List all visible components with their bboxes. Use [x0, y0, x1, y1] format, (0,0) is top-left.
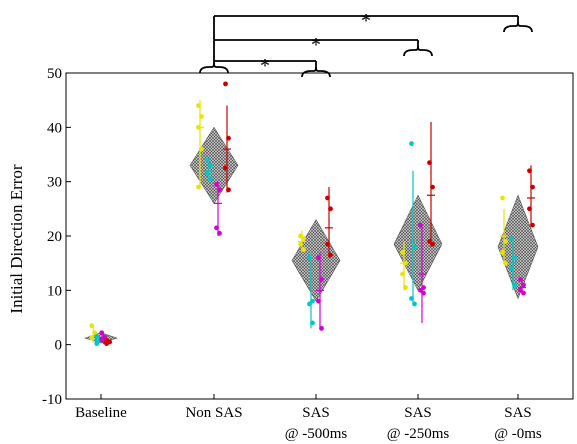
data-point [521, 283, 526, 288]
y-axis-label: Initial Direction Error [7, 164, 26, 314]
data-point [319, 277, 324, 282]
x-tick-label: @ -250ms [387, 426, 450, 442]
data-point [226, 136, 231, 141]
data-point [223, 166, 228, 171]
x-tick-label: @ -500ms [285, 426, 348, 442]
data-point [430, 242, 435, 247]
data-point [205, 158, 210, 163]
data-point [226, 187, 231, 192]
data-point [196, 125, 201, 130]
data-point [94, 341, 99, 346]
y-tick-label: 50 [47, 66, 62, 82]
data-point [409, 141, 414, 146]
data-point [310, 321, 315, 326]
summary-diamond [394, 195, 442, 290]
data-marks [89, 81, 535, 346]
data-point [512, 283, 517, 288]
data-point [217, 187, 222, 192]
y-tick-label: 10 [47, 283, 62, 299]
x-tick-label: SAS [302, 405, 330, 421]
data-point [412, 302, 417, 307]
y-tick-label: 0 [55, 338, 63, 354]
data-point [301, 247, 306, 252]
data-point [409, 296, 414, 301]
x-axis: Baseline Non SAS SAS @ -500ms SAS @ -250ms SAS… [75, 394, 542, 442]
significance-star: * [311, 34, 321, 56]
data-point [500, 250, 505, 255]
data-point [403, 261, 408, 266]
significance-brackets: * * * [200, 10, 532, 77]
data-point [430, 185, 435, 190]
data-point [223, 81, 228, 86]
data-point [199, 114, 204, 119]
significance-star: * [361, 10, 371, 32]
data-point [530, 223, 535, 228]
data-point [421, 291, 426, 296]
y-tick-label: 30 [47, 175, 62, 191]
x-tick-label: Baseline [75, 405, 127, 421]
data-point [325, 242, 330, 247]
y-tick-label: -10 [42, 392, 62, 408]
data-point [412, 244, 417, 249]
data-point [427, 160, 432, 165]
data-point [503, 239, 508, 244]
data-point [509, 236, 514, 241]
data-point [208, 163, 213, 168]
summary-diamond [292, 220, 340, 302]
significance-star: * [260, 55, 270, 77]
data-point [316, 255, 321, 260]
data-point [307, 302, 312, 307]
x-tick-label: SAS [504, 405, 532, 421]
data-point [196, 103, 201, 108]
data-point [301, 236, 306, 241]
data-point [328, 206, 333, 211]
data-point [214, 182, 219, 187]
data-point [400, 272, 405, 277]
data-point [400, 250, 405, 255]
data-point [196, 185, 201, 190]
data-point [298, 242, 303, 247]
y-tick-label: 20 [47, 229, 62, 245]
data-point [199, 147, 204, 152]
data-point [217, 231, 222, 236]
data-point [89, 323, 94, 328]
data-point [328, 253, 333, 258]
data-point [104, 341, 109, 346]
data-point [214, 225, 219, 230]
data-point [500, 196, 505, 201]
x-tick-label: SAS [404, 405, 432, 421]
data-point [319, 326, 324, 331]
data-point [94, 334, 99, 339]
y-axis: -10 0 10 20 30 40 50 [42, 66, 71, 408]
data-point [208, 177, 213, 182]
data-point [403, 285, 408, 290]
data-point [521, 291, 526, 296]
data-point [205, 171, 210, 176]
data-point [518, 277, 523, 282]
x-tick-label: @ -0ms [494, 426, 542, 442]
x-tick-label: Non SAS [185, 405, 242, 421]
y-tick-label: 40 [47, 120, 62, 136]
data-point [503, 261, 508, 266]
data-point [316, 299, 321, 304]
data-point [530, 185, 535, 190]
data-point [527, 168, 532, 173]
data-point [99, 330, 104, 335]
data-point [512, 255, 517, 260]
data-point [527, 206, 532, 211]
data-point [307, 255, 312, 260]
data-point [509, 266, 514, 271]
data-point [89, 336, 94, 341]
data-point [325, 196, 330, 201]
data-point [418, 223, 423, 228]
